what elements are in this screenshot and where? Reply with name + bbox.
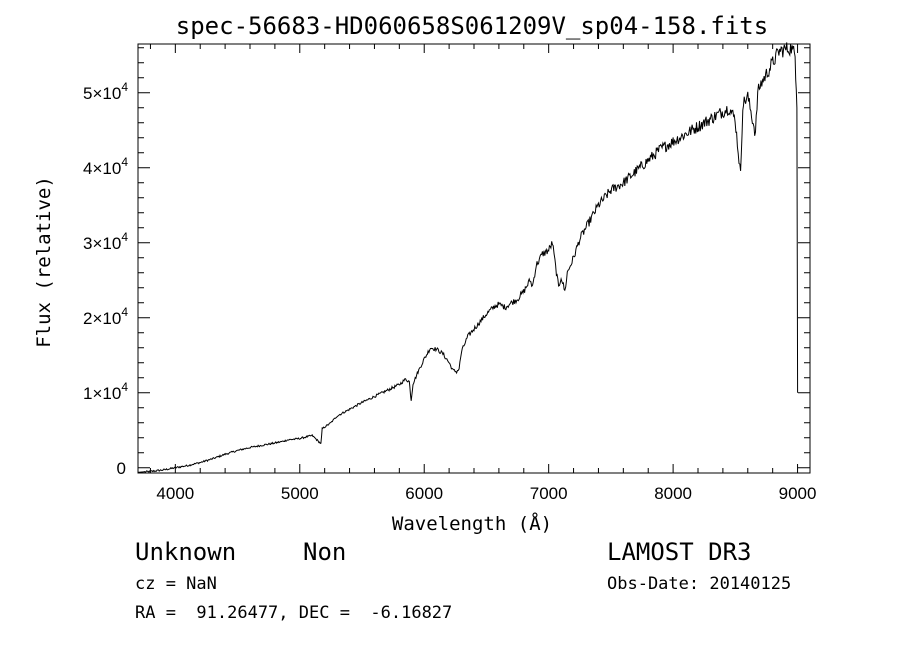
survey-label: LAMOST DR3 — [607, 538, 752, 566]
y-axis: 0 1×104 2×104 3×104 4×104 5×104 — [83, 47, 810, 478]
x-axis: 4000 5000 6000 7000 8000 9000 — [149, 44, 817, 503]
x-tick-label: 5000 — [281, 484, 319, 503]
cz-value: cz = NaN — [135, 574, 217, 594]
series-line-0 — [137, 42, 799, 474]
x-tick-label: 8000 — [654, 484, 692, 503]
x-axis-label: Wavelength (Å) — [392, 512, 552, 535]
obs-date: Obs-Date: 20140125 — [607, 574, 792, 594]
x-tick-label: 9000 — [779, 484, 817, 503]
object-subclass: Non — [303, 538, 347, 566]
plot-frame — [137, 43, 811, 474]
x-tick-label: 4000 — [156, 484, 194, 503]
y-tick-label: 0 — [117, 459, 126, 478]
object-class: Unknown — [135, 538, 237, 566]
x-tick-label: 7000 — [530, 484, 568, 503]
y-axis-label: Flux (relative) — [33, 176, 55, 348]
coordinates: RA = 91.26477, DEC = -6.16827 — [135, 603, 453, 623]
x-tick-label: 6000 — [405, 484, 443, 503]
y-tick-label: 1×104 — [83, 380, 128, 403]
y-tick-label: 5×104 — [83, 80, 128, 103]
series-layer — [137, 42, 799, 474]
y-tick-label: 4×104 — [83, 155, 128, 178]
y-tick-label: 2×104 — [83, 305, 128, 328]
chart-title: spec-56683-HD060658S061209V_sp04-158.fit… — [176, 12, 768, 40]
y-tick-label: 3×104 — [83, 230, 128, 253]
